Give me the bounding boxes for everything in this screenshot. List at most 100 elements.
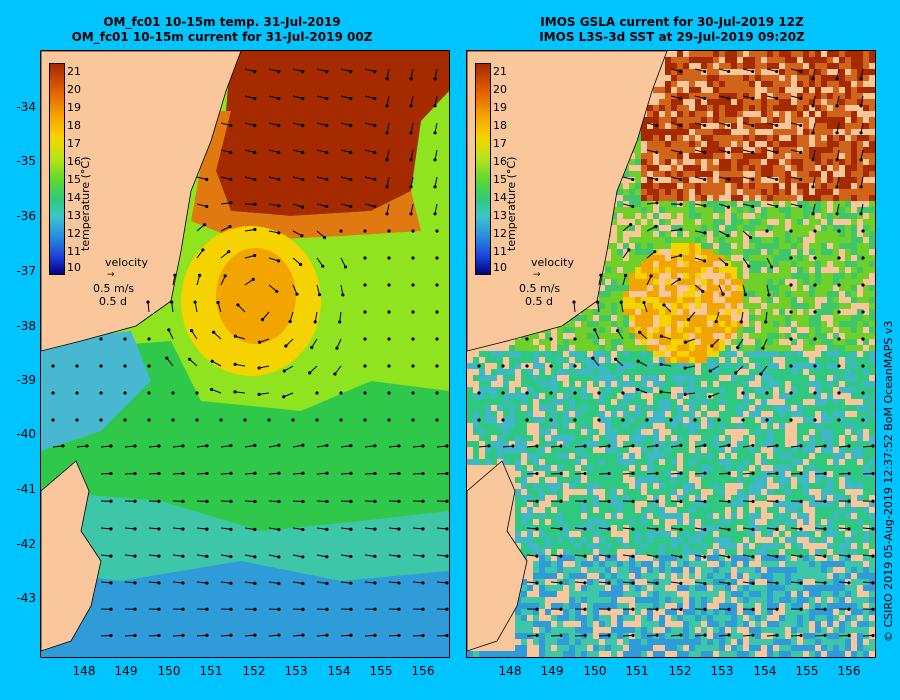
sst-pixel [707,501,713,507]
sst-pixel [743,549,749,555]
sst-pixel [731,501,737,507]
sst-pixel [515,339,521,345]
sst-pixel [773,303,779,309]
velocity-arrow [148,581,160,584]
sst-pixel [833,243,839,249]
sst-pixel [695,561,701,567]
sst-pixel [755,357,761,363]
sst-pixel [815,651,821,657]
sst-pixel [467,441,473,447]
velocity-arrow-head [387,337,391,341]
sst-pixel [863,447,869,453]
sst-pixel [599,615,605,621]
sst-pixel [749,93,755,99]
sst-pixel [761,627,767,633]
sst-pixel [755,225,761,231]
sst-pixel [707,363,713,369]
sst-pixel [797,75,803,81]
sst-pixel [785,585,791,591]
velocity-arrow [148,554,159,557]
sst-pixel [761,93,767,99]
velocity-arrow-head [349,581,353,585]
sst-pixel [725,393,731,399]
velocity-arrow [244,122,255,126]
sst-pixel [635,363,641,369]
sst-pixel [845,177,851,183]
sst-pixel [641,543,647,549]
sst-pixel [701,387,707,393]
sst-pixel [635,633,641,639]
sst-pixel [803,183,809,189]
sst-pixel [833,423,839,429]
velocity-arrow-head [212,330,216,334]
sst-pixel [611,573,617,579]
sst-pixel [809,651,815,657]
sst-pixel [821,411,827,417]
sst-pixel [605,267,611,273]
sst-pixel [863,567,869,573]
sst-pixel [617,225,623,231]
sst-pixel [845,183,851,189]
sst-pixel [821,129,827,135]
sst-pixel [689,255,695,261]
sst-pixel [641,411,647,417]
sst-pixel [743,201,749,207]
velocity-arrow [316,581,327,584]
sst-pixel [665,105,671,111]
sst-pixel [671,381,677,387]
sst-pixel [617,387,623,393]
sst-pixel [755,429,761,435]
sst-pixel [761,429,767,435]
sst-pixel [767,165,773,171]
sst-pixel [815,501,821,507]
sst-pixel [767,273,773,279]
sst-pixel [779,597,785,603]
velocity-arrow-head [205,204,209,209]
velocity-arrow-head [229,499,233,504]
sst-pixel [761,279,767,285]
sst-pixel [659,555,665,561]
sst-pixel [743,279,749,285]
sst-pixel [815,357,821,363]
sst-pixel [725,159,731,165]
sst-pixel [749,141,755,147]
sst-pixel [503,447,509,453]
sst-pixel [755,495,761,501]
sst-pixel [653,351,659,357]
sst-pixel [851,375,857,381]
sst-pixel [563,579,569,585]
sst-pixel [713,441,719,447]
sst-pixel [869,141,875,147]
left-title-line2: OM_fc01 10-15m current for 31-Jul-2019 0… [71,30,373,44]
sst-pixel [743,285,749,291]
sst-pixel [587,603,593,609]
sst-pixel [653,501,659,507]
sst-pixel [473,441,479,447]
sst-pixel [731,51,737,57]
sst-pixel [611,411,617,417]
sst-pixel [755,639,761,645]
sst-pixel [545,345,551,351]
sst-pixel [803,273,809,279]
sst-pixel [533,453,539,459]
sst-pixel [557,429,563,435]
sst-pixel [713,447,719,453]
sst-pixel [773,597,779,603]
sst-pixel [851,231,857,237]
sst-pixel [719,75,725,81]
sst-pixel [815,567,821,573]
sst-pixel [701,333,707,339]
sst-pixel [809,381,815,387]
velocity-arrow-head [387,391,391,395]
sst-pixel [791,153,797,159]
sst-pixel [527,357,533,363]
sst-pixel [539,441,545,447]
sst-pixel [659,87,665,93]
sst-pixel [761,327,767,333]
sst-pixel [587,501,593,507]
sst-pixel [677,279,683,285]
sst-pixel [689,147,695,153]
sst-pixel [737,591,743,597]
sst-pixel [665,531,671,537]
sst-pixel [641,129,647,135]
